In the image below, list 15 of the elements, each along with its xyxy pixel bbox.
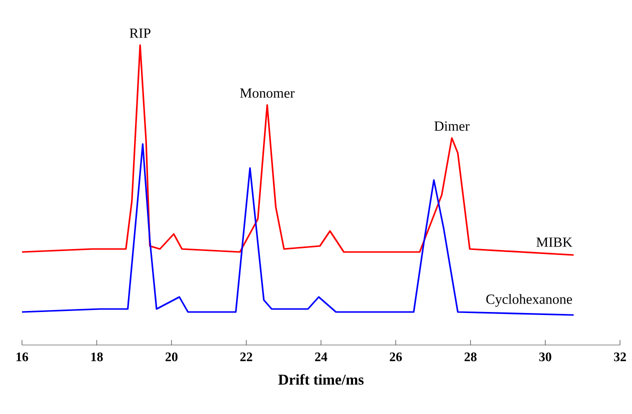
x-axis-title: Drift time/ms bbox=[278, 374, 364, 385]
x-tick-label: 22 bbox=[240, 352, 252, 362]
series-label: MIBK bbox=[536, 238, 572, 247]
x-tick-label: 16 bbox=[16, 352, 28, 362]
x-tick-label: 26 bbox=[390, 352, 402, 362]
annotation: Dimer bbox=[434, 121, 470, 131]
x-tick-label: 28 bbox=[464, 352, 477, 362]
x-tick-label: 18 bbox=[91, 352, 103, 362]
x-tick-label: 30 bbox=[539, 352, 552, 362]
x-tick-label: 20 bbox=[166, 352, 178, 362]
annotation: Monomer bbox=[240, 88, 295, 98]
x-tick-label: 32 bbox=[614, 352, 626, 362]
series-label: Cyclohexanone bbox=[486, 294, 572, 307]
annotation: RIP bbox=[130, 28, 150, 38]
x-tick-label: 24 bbox=[315, 352, 328, 362]
